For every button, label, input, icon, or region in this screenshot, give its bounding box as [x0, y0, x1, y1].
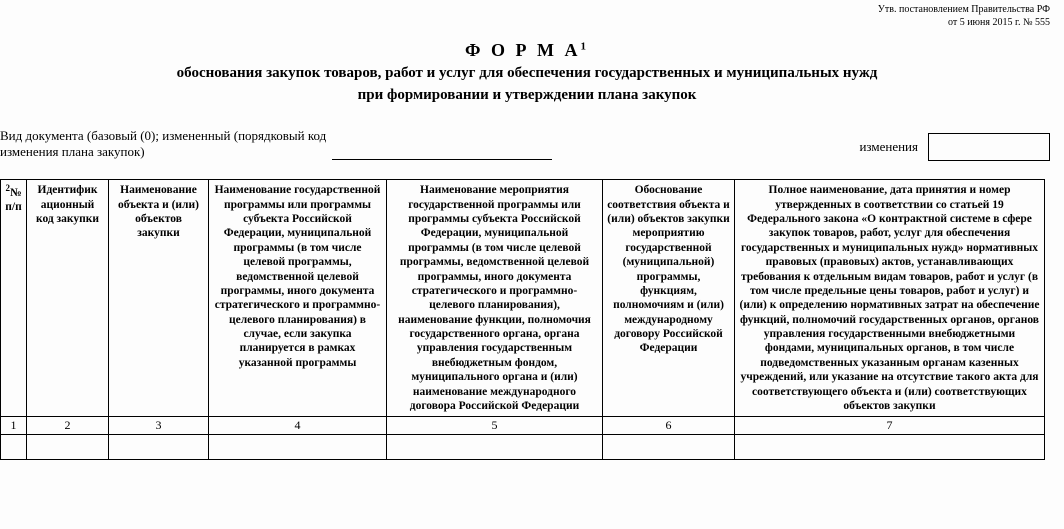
num-2: 2: [27, 417, 109, 435]
doc-type-underline[interactable]: [332, 145, 552, 160]
cell-5[interactable]: [387, 435, 603, 460]
cell-3[interactable]: [109, 435, 209, 460]
subtitle-1: обоснования закупок товаров, работ и усл…: [0, 63, 1054, 83]
header-col-7: Полное наименование, дата принятия и ном…: [735, 180, 1045, 417]
header-col-1: 2№ п/п: [1, 180, 27, 417]
num-3: 3: [109, 417, 209, 435]
title-footnote: 1: [580, 41, 589, 53]
subtitle-2: при формировании и утверждении плана зак…: [0, 85, 1054, 105]
number-row: 1 2 3 4 5 6 7: [1, 417, 1045, 435]
header-row: 2№ п/п Идентифик ационный код закупки На…: [1, 180, 1045, 417]
header-col-5: Наименование мероприятия государственной…: [387, 180, 603, 417]
title-block: Ф О Р М А1: [0, 40, 1054, 61]
header-col-4: Наименование государственной программы и…: [209, 180, 387, 417]
doc-type-suffix: изменения плана закупок): [0, 144, 145, 159]
empty-row: [1, 435, 1045, 460]
cell-7[interactable]: [735, 435, 1045, 460]
changes-box[interactable]: [928, 133, 1050, 161]
cell-6[interactable]: [603, 435, 735, 460]
doc-type-label: Вид документа (базовый (0); измененный (…: [0, 128, 326, 162]
num-1: 1: [1, 417, 27, 435]
approval-line2: от 5 июня 2015 г. № 555: [878, 17, 1050, 30]
main-table: 2№ п/п Идентифик ационный код закупки На…: [0, 179, 1045, 460]
num-6: 6: [603, 417, 735, 435]
approval-block: Утв. постановлением Правительства РФ от …: [878, 4, 1050, 29]
num-7: 7: [735, 417, 1045, 435]
changes-label: изменения: [859, 139, 918, 155]
header-col-3: Наименование объекта и (или) объектов за…: [109, 180, 209, 417]
header-col-6: Обоснование соответствия объекта и (или)…: [603, 180, 735, 417]
approval-line1: Утв. постановлением Правительства РФ: [878, 4, 1050, 17]
doc-type-row: Вид документа (базовый (0); измененный (…: [0, 128, 1054, 162]
cell-2[interactable]: [27, 435, 109, 460]
cell-1[interactable]: [1, 435, 27, 460]
cell-4[interactable]: [209, 435, 387, 460]
doc-type-prefix: Вид документа (базовый (0); измененный (…: [0, 128, 326, 143]
header-col-2: Идентифик ационный код закупки: [27, 180, 109, 417]
num-4: 4: [209, 417, 387, 435]
num-5: 5: [387, 417, 603, 435]
title-main: Ф О Р М А: [465, 40, 580, 60]
